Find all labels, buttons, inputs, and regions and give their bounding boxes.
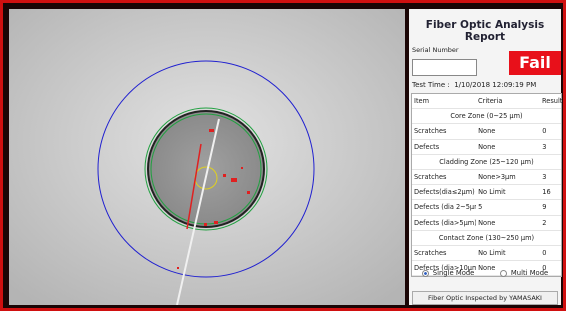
table-cell: Scratches: [412, 124, 476, 138]
table-cell: 5: [476, 200, 540, 214]
mode-label: Multi Mode: [511, 269, 548, 277]
table-cell: None>3μm: [476, 170, 540, 184]
header-cell: Item: [412, 94, 476, 108]
table-cell: 3: [540, 170, 561, 184]
report-title: Fiber Optic Analysis Report: [409, 19, 561, 43]
radio-button[interactable]: [422, 270, 429, 277]
radio-button[interactable]: [500, 270, 507, 277]
table-cell: 3: [540, 140, 561, 154]
serial-input[interactable]: [412, 59, 477, 76]
table-cell: No Limit: [476, 246, 540, 260]
app-window: Fiber Optic Analysis Report Serial Numbe…: [0, 0, 566, 311]
table-cell: Scratches: [412, 246, 476, 260]
table-cell: 0: [540, 246, 561, 260]
zone-title: Core Zone (0~25 μm): [450, 109, 522, 123]
zone-title: Contact Zone (130~250 μm): [439, 231, 534, 245]
zone-title: Cladding Zone (25~120 μm): [439, 155, 533, 169]
zone-row: Core Zone (0~25 μm): [412, 109, 561, 124]
zone-row: Cladding Zone (25~120 μm): [412, 155, 561, 170]
table-cell: None: [476, 216, 540, 230]
table-cell: Defects(dia≤2μm): [412, 185, 476, 199]
footer: Fiber Optic Inspected by YAMASAKI: [412, 291, 558, 305]
mode-options: Single Mode Multi Mode: [409, 269, 561, 277]
table-cell: 16: [540, 185, 561, 199]
table-cell: No Limit: [476, 185, 540, 199]
test-time-label: Test Time :: [412, 81, 450, 89]
fiber-image: [9, 9, 405, 305]
mode-label: Single Mode: [433, 269, 475, 277]
table-cell: 9: [540, 200, 561, 214]
table-row: Defects (dia 2~5μm)59: [412, 200, 561, 215]
zone-row: Contact Zone (130~250 μm): [412, 231, 561, 246]
table-cell: Defects (dia 2~5μm): [412, 200, 476, 214]
table-cell: 2: [540, 216, 561, 230]
header-cell: Result: [540, 94, 561, 108]
table-cell: Defects: [412, 140, 476, 154]
test-time-value: 1/10/2018 12:09:19 PM: [454, 81, 536, 89]
table-cell: None: [476, 124, 540, 138]
table-cell: Scratches: [412, 170, 476, 184]
table-cell: 0: [540, 124, 561, 138]
test-time: Test Time : 1/10/2018 12:09:19 PM: [412, 81, 536, 89]
mode-option[interactable]: Multi Mode: [500, 269, 548, 277]
serial-label: Serial Number: [412, 46, 459, 54]
table-cell: None: [476, 140, 540, 154]
table-cell: Defects (dia>5μm): [412, 216, 476, 230]
status-badge: Fail: [509, 51, 561, 75]
mode-option[interactable]: Single Mode: [422, 269, 475, 277]
report-panel: Fiber Optic Analysis Report Serial Numbe…: [409, 9, 561, 305]
header-cell: Criteria: [476, 94, 540, 108]
